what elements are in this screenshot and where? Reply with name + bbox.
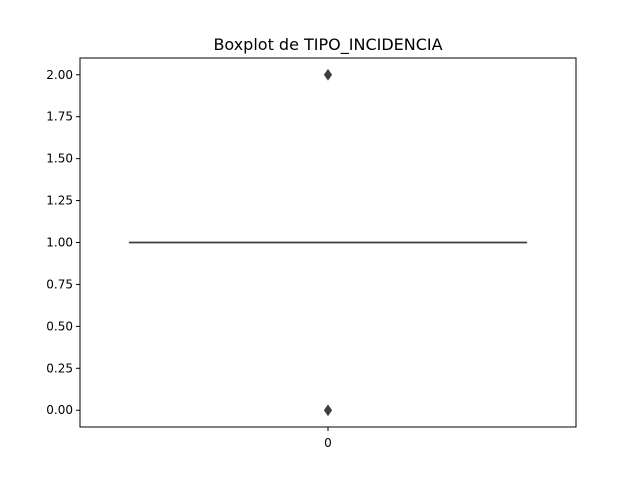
chart-title: Boxplot de TIPO_INCIDENCIA <box>213 35 442 55</box>
y-tick-label: 1.75 <box>46 110 73 124</box>
y-tick-label: 0.00 <box>46 403 73 417</box>
plot-area <box>128 68 528 417</box>
y-tick-label: 0.25 <box>46 361 73 375</box>
y-tick-label: 1.50 <box>46 152 73 166</box>
outlier-point <box>323 404 333 417</box>
y-tick-label: 2.00 <box>46 68 73 82</box>
x-tick-label: 0 <box>324 436 332 450</box>
y-tick-label: 1.25 <box>46 194 73 208</box>
x-axis: 0 <box>324 427 332 450</box>
y-tick-label: 0.75 <box>46 277 73 291</box>
y-tick-label: 0.50 <box>46 319 73 333</box>
outlier-point <box>323 68 333 81</box>
y-tick-label: 1.00 <box>46 236 73 250</box>
y-axis: 0.00 0.25 0.50 0.75 1.00 1.25 1.50 1.75 2.00 <box>46 68 80 417</box>
